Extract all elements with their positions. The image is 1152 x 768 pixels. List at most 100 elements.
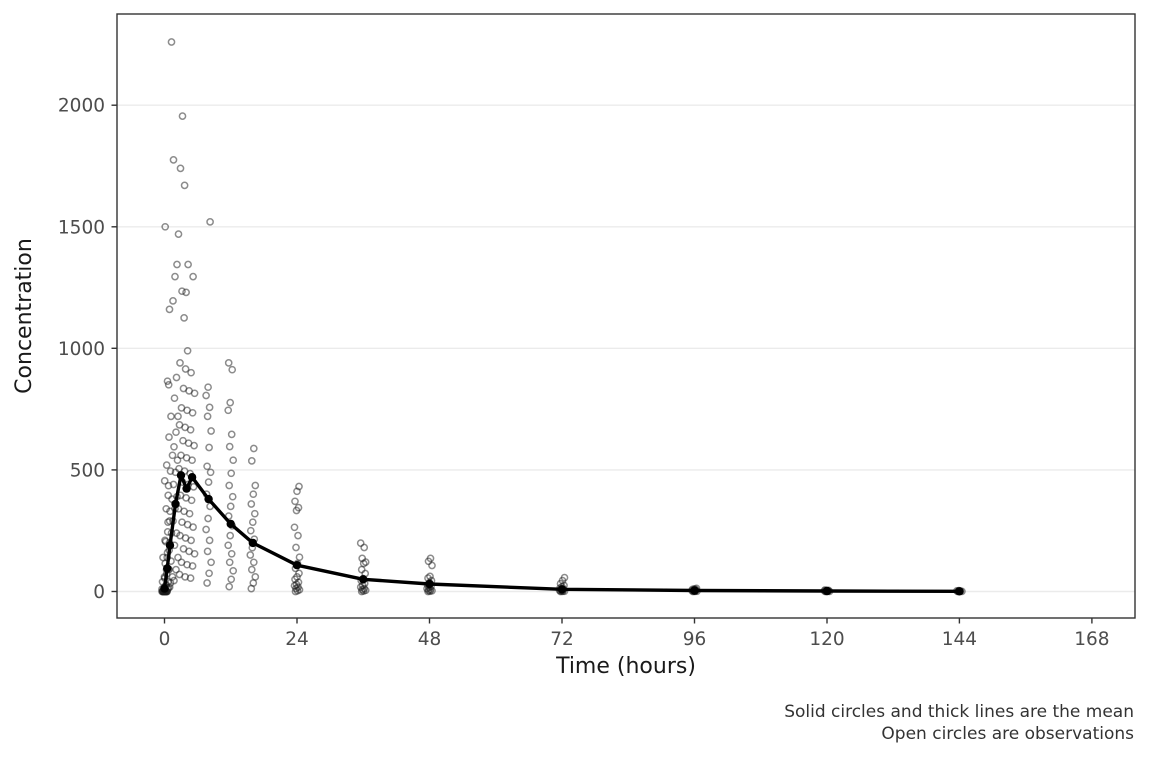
observation-point (173, 456, 182, 465)
observation-point (166, 467, 175, 475)
x-tick-label-0: 0 (159, 629, 171, 650)
mean-point (425, 579, 434, 589)
observation-point (168, 451, 177, 460)
observation-point (189, 483, 198, 491)
observation-point (176, 359, 184, 367)
caption-line-1: Solid circles and thick lines are the me… (784, 702, 1134, 722)
y-tick-label-1500: 1500 (58, 217, 105, 238)
observation-point (174, 553, 182, 562)
mean-point (248, 538, 257, 548)
observation-point (169, 156, 178, 164)
x-tick-label-96: 96 (683, 629, 707, 650)
observation-point (206, 468, 215, 477)
observation-point (207, 427, 215, 435)
observation-point (206, 218, 214, 226)
observation-point (228, 492, 237, 501)
observation-point (188, 456, 196, 465)
observation-point (292, 543, 300, 552)
y-tick-label-500: 500 (70, 460, 105, 481)
observation-point (250, 509, 259, 518)
observation-point (170, 442, 178, 451)
observation-point (246, 526, 255, 535)
observation-point (228, 365, 237, 374)
observation-point (181, 365, 190, 373)
observation-point (187, 368, 195, 377)
observation-point (205, 403, 214, 412)
observation-point (225, 481, 234, 490)
observation-point (169, 480, 178, 489)
y-axis-ticks: 0 500 1000 1500 2000 (58, 96, 117, 603)
x-tick-label-168: 168 (1074, 629, 1109, 650)
observation-point (172, 373, 181, 382)
observation-point (205, 569, 213, 578)
observation-point (187, 536, 195, 545)
observation-point (183, 346, 192, 355)
observation-point (182, 288, 190, 297)
observation-point (162, 461, 171, 469)
observation-point (178, 287, 186, 296)
observation-point (246, 551, 255, 559)
x-tick-label-72: 72 (550, 629, 574, 650)
observation-point (190, 441, 198, 450)
observation-point (295, 482, 303, 491)
mean-line (162, 473, 962, 593)
observation-point (170, 394, 179, 403)
observation-point (248, 518, 257, 527)
observation-point (172, 428, 180, 437)
observation-point (356, 539, 365, 547)
mean-point (690, 586, 699, 595)
x-tick-label-120: 120 (809, 629, 844, 650)
observation-point (227, 430, 236, 439)
observation-point (251, 573, 260, 581)
observation-point (165, 305, 174, 314)
observation-point (204, 514, 212, 523)
mean-point (163, 564, 172, 573)
x-tick-label-24: 24 (285, 629, 309, 650)
observation-point (189, 272, 197, 281)
observation-point (227, 469, 236, 478)
observation-point (173, 260, 181, 269)
observation-point (203, 412, 212, 421)
observation-point (225, 558, 234, 567)
observation-point (186, 425, 195, 434)
observation-point (174, 412, 182, 421)
observation-point (163, 377, 172, 386)
observation-points-layer (158, 38, 966, 596)
y-tick-label-1000: 1000 (58, 339, 105, 360)
observation-point (203, 547, 212, 556)
mean-point (822, 586, 832, 596)
observation-point (560, 573, 569, 582)
observation-point (164, 491, 173, 500)
observation-point (203, 462, 211, 471)
observation-point (188, 408, 197, 417)
observation-point (226, 398, 235, 407)
mean-point (359, 575, 368, 584)
observation-point (227, 549, 236, 558)
mean-point (187, 473, 197, 482)
observation-point (185, 509, 194, 518)
observation-point (229, 456, 238, 465)
y-axis-title: Concentration (12, 238, 37, 394)
observation-point (168, 573, 177, 581)
observation-point (205, 536, 214, 545)
observation-point (190, 389, 199, 398)
observation-point (178, 112, 187, 120)
observation-point (290, 523, 299, 532)
observation-point (225, 442, 234, 451)
observation-point (188, 562, 197, 570)
observation-point (203, 579, 211, 587)
y-tick-label-2000: 2000 (58, 96, 105, 117)
observation-point (249, 558, 258, 567)
observation-point (247, 500, 256, 508)
observation-point (224, 406, 233, 415)
y-tick-label-0: 0 (93, 582, 105, 603)
gridlines (117, 104, 1135, 593)
mean-point (171, 499, 180, 509)
observation-point (186, 574, 195, 582)
observation-point (187, 496, 196, 505)
observation-point (161, 222, 170, 231)
observation-point (207, 558, 215, 567)
observation-point (295, 569, 303, 578)
observation-point (225, 582, 234, 591)
